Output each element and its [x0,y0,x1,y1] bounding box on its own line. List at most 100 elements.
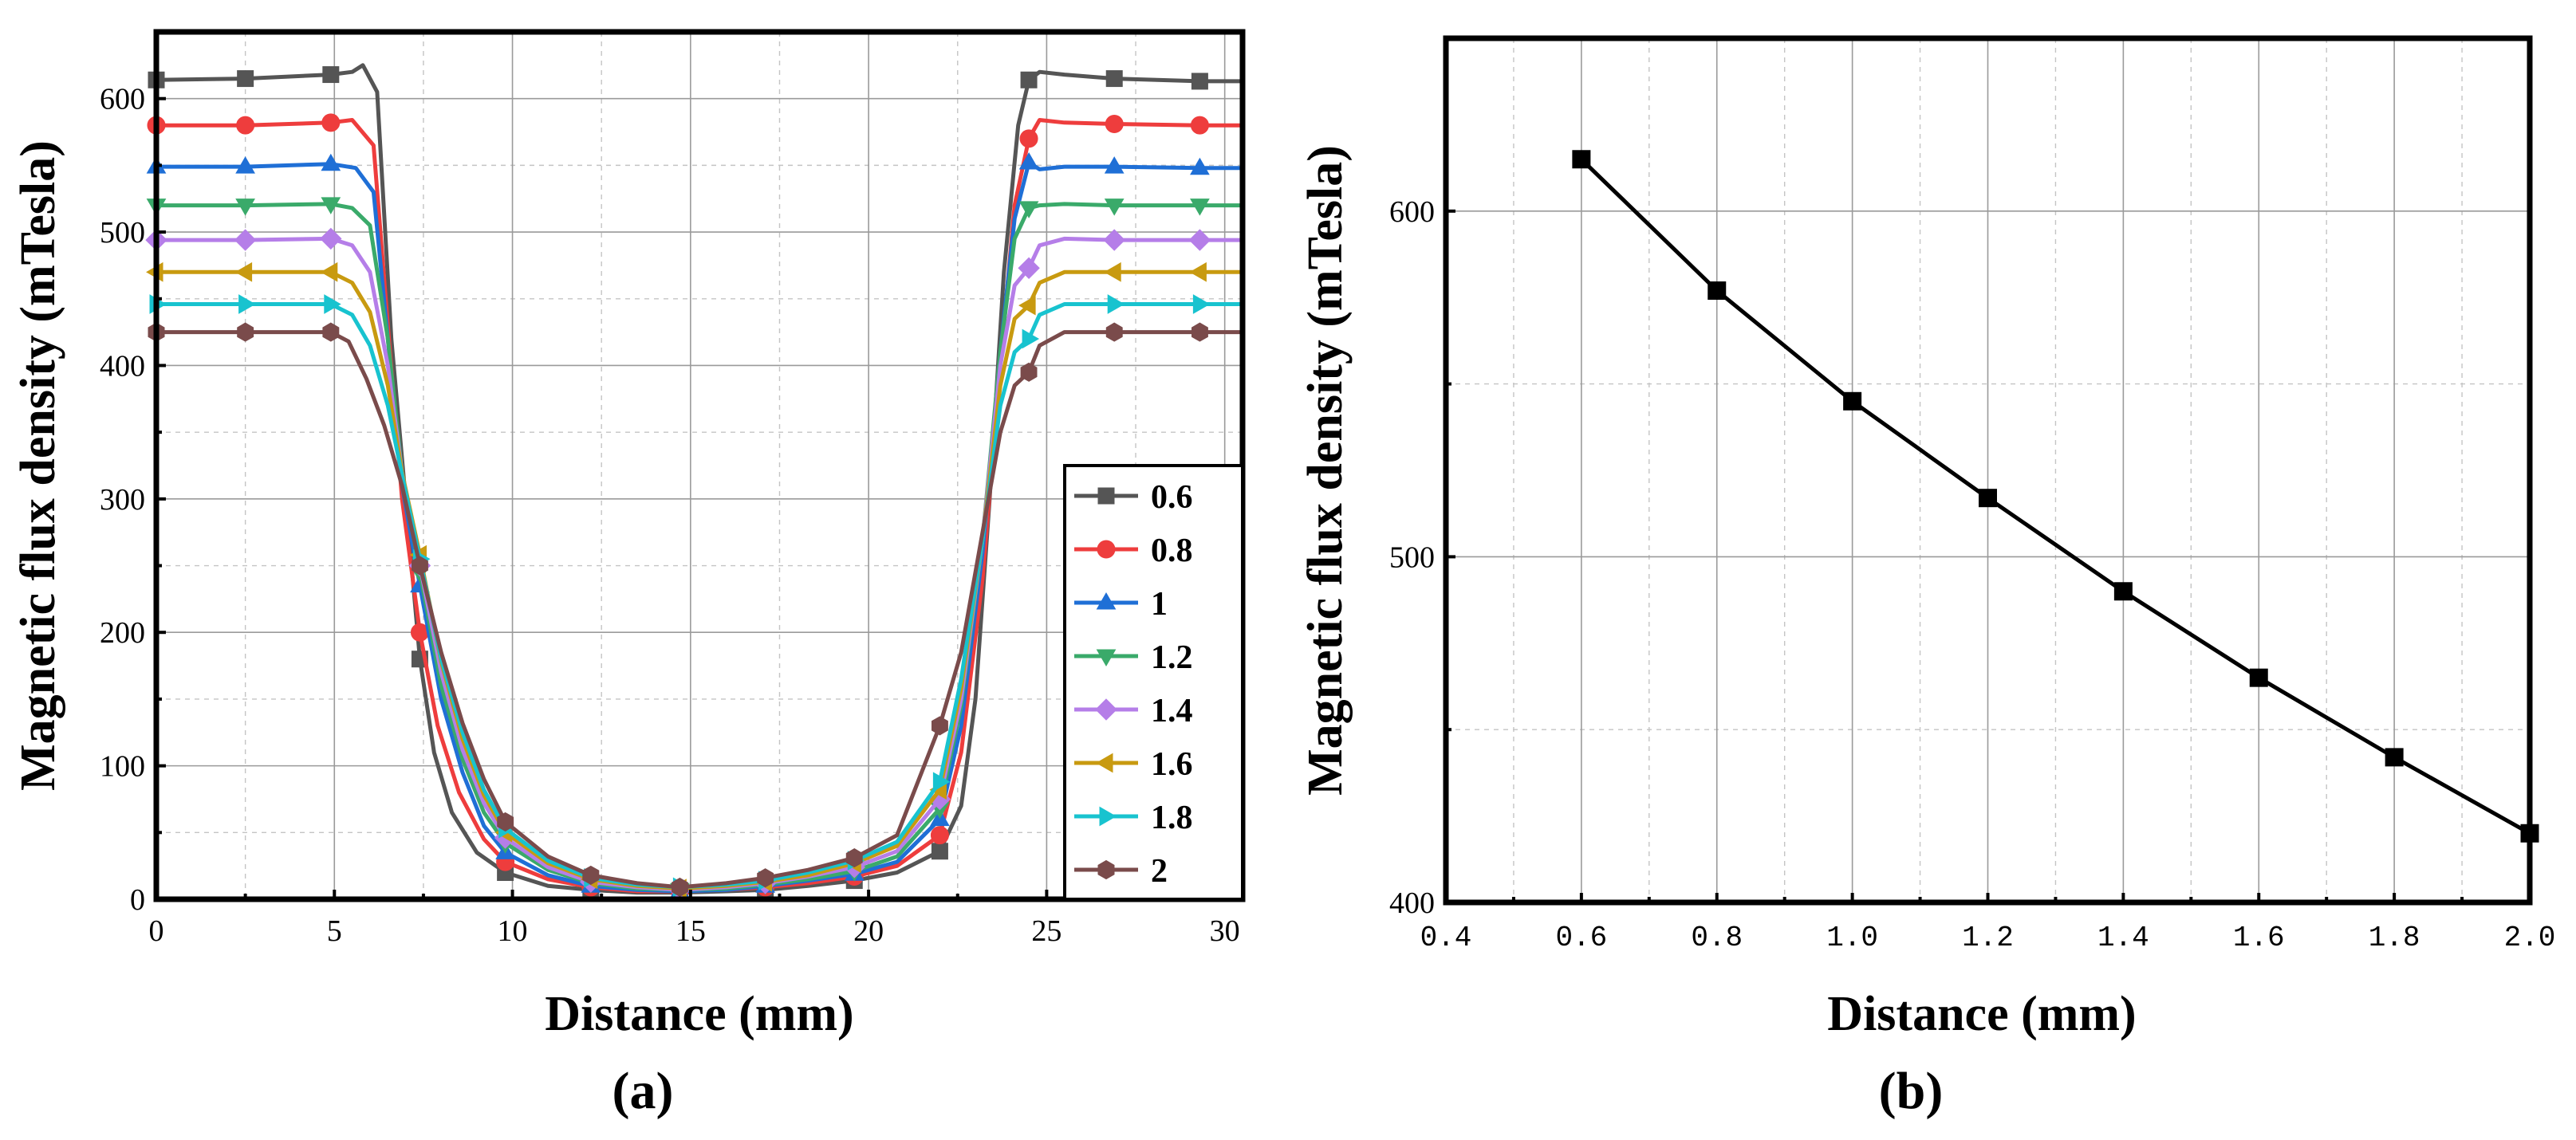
legend-box [1063,464,1244,901]
legend-label: 1.8 [1151,800,1193,836]
x-tick-label: 1.2 [1962,922,2014,954]
data-point [1191,73,1208,90]
y-tick-label: 0 [130,883,145,917]
data-point [2385,748,2404,767]
legend-item: 0.6 [1074,479,1193,516]
data-point [324,294,341,314]
data-point [237,70,254,88]
x-tick-label: 30 [1210,914,1240,948]
x-tick-label: 20 [853,914,884,948]
legend-item: 1.4 [1074,693,1193,729]
y-tick-label: 400 [1389,886,1435,920]
x-tick-label: 2.0 [2504,922,2556,954]
chart-a-grid [156,32,1243,899]
data-point [1103,229,1125,251]
data-point [1189,261,1207,282]
data-point [1107,294,1125,314]
data-point [1019,129,1038,148]
data-point [1104,199,1125,216]
data-point [1192,294,1211,314]
data-point [1188,229,1211,251]
data-point [930,826,949,845]
data-point [1707,281,1727,301]
x-tick-label: 0.4 [1420,922,1472,954]
legend-label: 1.2 [1151,639,1193,676]
data-point [1105,322,1123,342]
data-point [931,843,948,860]
data-point [1018,295,1036,316]
y-tick-label: 400 [100,349,145,383]
chart-a-series [145,63,1243,902]
data-point [1104,261,1121,282]
data-point [321,197,341,214]
x-tick-label: 0.6 [1555,922,1607,954]
data-point [322,66,340,84]
legend-item: 1.8 [1074,800,1193,836]
data-point [320,261,338,282]
chart-b-panel-label: (b) [1879,1062,1944,1120]
data-point [582,865,600,885]
data-point [236,116,255,135]
data-point [235,156,255,174]
data-point [1018,151,1039,170]
chart-a-x-axis-title: Distance (mm) [545,987,853,1041]
series-2 [148,322,1243,897]
chart-a: 0 100 200 300 400 500 600 0 5 10 15 20 25 30 0.6 0.8 1 1… [11,29,1246,1120]
x-tick-label: 0.8 [1691,922,1743,954]
y-tick-label: 500 [100,216,145,250]
x-tick-label: 10 [498,914,528,948]
x-tick-label: 25 [1031,914,1062,948]
data-point [320,227,342,250]
data-point [1572,150,1591,169]
data-point [1104,156,1125,174]
series-peak [1572,150,2539,843]
y-tick-label: 100 [100,750,145,784]
legend-marker [1095,698,1117,721]
data-point [1105,114,1124,133]
legend-marker [1096,592,1117,610]
data-point [1979,489,1997,508]
y-tick-label: 600 [1389,195,1435,229]
data-point [237,322,254,342]
data-point [1018,257,1040,280]
legend-item: 1 [1074,586,1168,623]
data-point [1020,362,1038,382]
data-point [2249,668,2268,687]
y-tick-label: 600 [100,83,145,116]
chart-b-y-axis-title: Magnetic flux density (mTesla) [1298,145,1353,796]
x-tick-label: 1.6 [2233,922,2285,954]
legend-item: 0.8 [1074,533,1193,569]
x-tick-label: 1.4 [2097,922,2149,954]
legend-marker [1096,649,1117,667]
data-point [1018,201,1039,218]
data-point [234,261,253,282]
data-point [1191,322,1208,342]
legend-marker [1097,540,1116,559]
data-point [845,848,863,868]
data-point [1190,157,1210,175]
chart-b-grid [1446,38,2530,902]
data-point [238,294,256,314]
y-tick-label: 300 [100,483,145,517]
data-point [1105,70,1123,88]
legend-label: 0.6 [1151,479,1193,516]
data-point [234,229,257,251]
data-point [1190,116,1209,135]
data-point [1190,199,1210,216]
x-tick-label: 5 [327,914,342,948]
data-point [672,877,688,897]
data-point [321,153,341,171]
chart-a-panel-label: (a) [612,1062,674,1120]
legend-label: 1.4 [1151,693,1193,729]
legend-item: 2 [1074,853,1168,890]
x-tick-label: 1.0 [1826,922,1878,954]
legend-item: 1.6 [1074,746,1193,783]
series-line [1580,158,2531,835]
chart-a-legend: 0.6 0.8 1 1.2 1.4 1.6 1.8 2 [1063,464,1244,901]
data-point [321,113,341,132]
legend-marker [1097,859,1115,880]
legend-item: 1.2 [1074,639,1193,676]
data-point [757,868,774,888]
